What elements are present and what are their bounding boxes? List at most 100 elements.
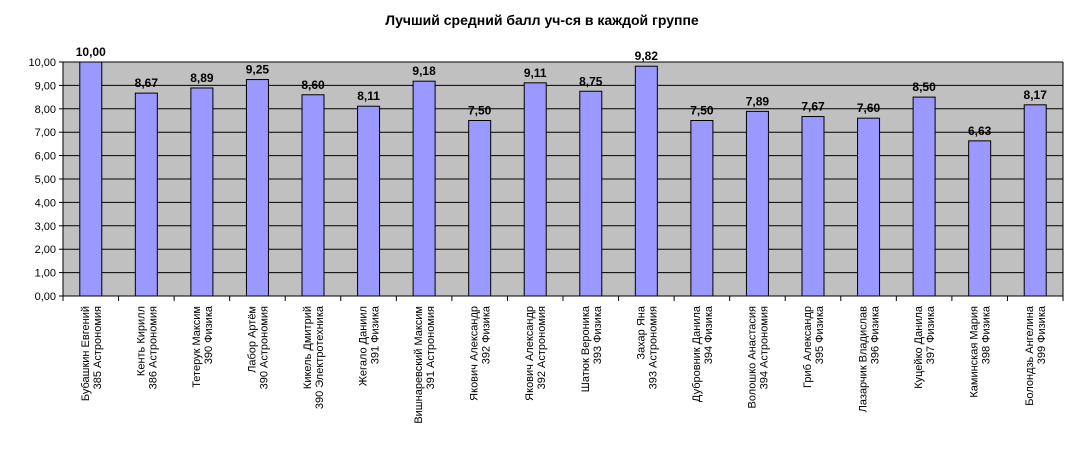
category-label-line: 390 Электротехника — [314, 305, 326, 409]
category-label-line: 391 Астрономия — [425, 306, 437, 389]
chart-title: Лучший средний балл уч-ся в каждой групп… — [385, 12, 699, 28]
category-label-line: Лабор Артём — [246, 306, 258, 373]
category-label-line: 393 Физика — [592, 305, 604, 364]
category-label-line: Вишнаревский Максим — [413, 306, 425, 424]
data-label: 9,82 — [635, 49, 659, 63]
y-tick-label: 2,00 — [35, 244, 56, 256]
category-label-line: Захар Яна — [635, 305, 647, 359]
category-label: Волошко Анастасия 394 Астрономия — [746, 306, 770, 409]
category-label-line: 391 Физика — [370, 305, 382, 364]
category-label: Захар Яна 393 Астрономия — [635, 305, 659, 389]
category-label: Кикель Дмитрий 390 Электротехника — [302, 305, 326, 409]
category-label-line: Кенть Кирилл — [135, 306, 147, 376]
y-tick-label: 0,00 — [35, 291, 56, 303]
bar — [634, 65, 658, 297]
data-label: 6,63 — [968, 124, 992, 138]
bar — [1023, 104, 1047, 297]
bar — [468, 120, 492, 297]
category-label: Якович Александр 392 Физика — [469, 305, 493, 401]
category-label-line: Гриб Александр — [802, 306, 814, 388]
data-label: 7,50 — [690, 104, 714, 118]
category-label-line: Каминская Мария — [969, 306, 981, 398]
category-label-line: 395 Физика — [814, 305, 826, 364]
category-label: Куцейко Данила 397 Физика — [913, 305, 937, 389]
data-label: 8,60 — [301, 78, 325, 92]
data-label: 7,89 — [746, 94, 770, 108]
y-tick-label: 9,00 — [35, 80, 56, 92]
data-label: 10,00 — [76, 45, 106, 59]
category-label: Дубровник Данила 394 Физика — [691, 305, 715, 402]
category-label-line: Якович Александр — [469, 306, 481, 401]
data-label: 9,11 — [524, 66, 547, 80]
data-label: 7,67 — [801, 100, 825, 114]
bar — [412, 80, 436, 297]
category-label-line: Дубровник Данила — [691, 305, 703, 402]
category-label: Лазарчик Владислав 396 Физика — [858, 305, 882, 412]
category-label-line: Лазарчик Владислав — [858, 306, 870, 412]
category-label-line: Кикель Дмитрий — [302, 306, 314, 389]
bar — [579, 90, 603, 297]
bar — [357, 105, 381, 297]
category-label: Лабор Артём 390 Астрономия — [246, 306, 270, 389]
y-tick-label: 4,00 — [35, 197, 56, 209]
data-label: 8,11 — [357, 89, 380, 103]
y-tick-label: 8,00 — [35, 104, 56, 116]
data-label: 9,18 — [412, 64, 436, 78]
category-label-line: 393 Астрономия — [647, 306, 659, 389]
data-label: 7,60 — [857, 101, 881, 115]
y-tick-label: 7,00 — [35, 127, 56, 139]
bar — [912, 96, 936, 297]
bar — [301, 94, 325, 297]
category-label-line: Волошко Анастасия — [746, 306, 758, 409]
category-label-line: 390 Физика — [203, 305, 215, 364]
data-label: 8,75 — [579, 74, 603, 88]
category-label-line: Куцейко Данила — [913, 305, 925, 389]
category-label: Бубашкин Евгений 385 Астрономия — [80, 306, 104, 401]
y-tick-label: 6,00 — [35, 151, 56, 163]
category-label-line: Жегало Даниил — [358, 306, 370, 386]
category-label-line: 386 Астрономия — [147, 306, 159, 389]
category-label-line: 390 Астрономия — [258, 306, 270, 389]
bar — [245, 79, 269, 297]
y-tick-label: 1,00 — [35, 268, 56, 280]
bar — [690, 120, 714, 297]
y-tick-label: 5,00 — [35, 174, 56, 186]
bar — [745, 110, 769, 297]
category-label-line: 385 Астрономия — [92, 306, 104, 389]
data-label: 8,89 — [190, 71, 214, 85]
category-label-line: 392 Физика — [481, 305, 493, 364]
category-label: Каминская Мария 398 Физика — [969, 305, 993, 398]
data-label: 8,67 — [135, 76, 159, 90]
category-label-line: 392 Астрономия — [536, 306, 548, 389]
bar — [79, 61, 103, 297]
category-label-line: Бубашкин Евгений — [80, 306, 92, 401]
bar — [968, 140, 992, 297]
y-tick-label: 3,00 — [35, 221, 56, 233]
category-label: Вишнаревский Максим 391 Астрономия — [413, 306, 437, 424]
category-label-line: 396 Физика — [870, 305, 882, 364]
category-label-line: 398 Физика — [981, 305, 993, 364]
bar — [134, 92, 158, 297]
bar — [857, 117, 881, 297]
category-label: Болондзь Ангелина 399 Физика — [1024, 305, 1048, 406]
category-label-line: 394 Физика — [703, 305, 715, 364]
category-label: Гриб Александр 395 Физика — [802, 305, 826, 388]
data-label: 9,25 — [246, 63, 270, 77]
category-label: Тетерук Максим 390 Физика — [191, 305, 215, 388]
category-label: Якович Александр 392 Астрономия — [524, 306, 548, 401]
category-label-line: 399 Физика — [1036, 305, 1048, 364]
y-tick-label: 10,00 — [28, 57, 56, 69]
category-label: Шатюк Вероника 393 Физика — [580, 305, 604, 392]
bar — [801, 116, 825, 297]
category-label-line: Тетерук Максим — [191, 306, 203, 388]
category-label-line: Болондзь Ангелина — [1024, 305, 1036, 406]
category-label-line: Шатюк Вероника — [580, 305, 592, 392]
category-label-line: Якович Александр — [524, 306, 536, 401]
data-label: 8,50 — [912, 80, 936, 94]
category-label-line: 397 Физика — [925, 305, 937, 364]
category-label: Кенть Кирилл 386 Астрономия — [135, 306, 159, 389]
data-label: 8,17 — [1024, 88, 1048, 102]
category-label-line: 394 Астрономия — [758, 306, 770, 389]
category-label: Жегало Даниил 391 Физика — [358, 305, 382, 386]
